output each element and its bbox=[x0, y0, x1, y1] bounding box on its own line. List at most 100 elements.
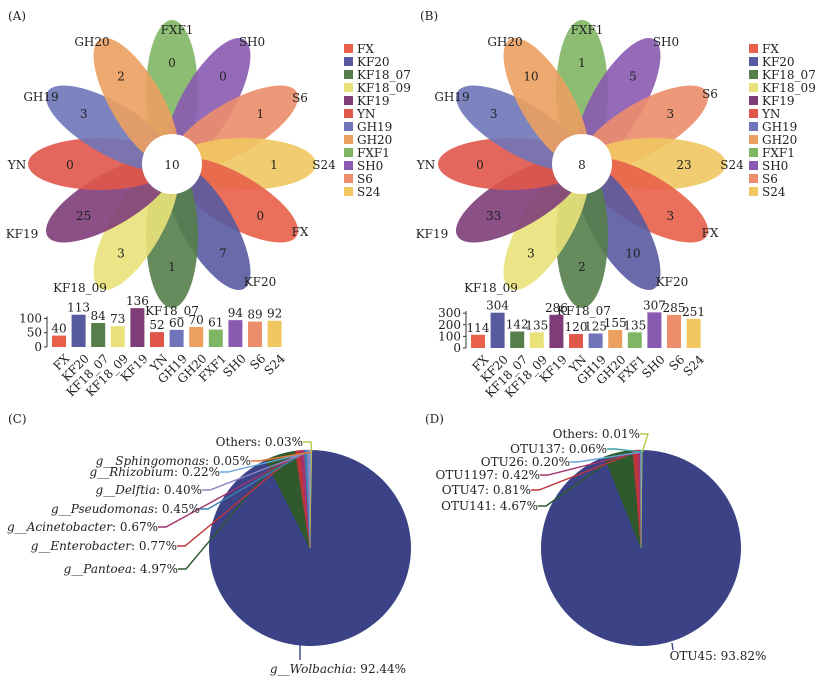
bar-chart-A: 05010040FX113KF2084KF18_0773KF18_09136KF… bbox=[19, 294, 288, 399]
bar-value-GH19: 60 bbox=[169, 316, 184, 330]
slice-name: OTU26 bbox=[481, 455, 524, 469]
bar-value-FXF1: 61 bbox=[208, 316, 223, 330]
petal-count-KF19: 33 bbox=[486, 209, 501, 223]
legend-swatch-KF19 bbox=[344, 96, 353, 105]
slice-pct: : 0.67% bbox=[112, 520, 158, 534]
legend-label-GH20: GH20 bbox=[357, 133, 392, 147]
bar-S6 bbox=[248, 321, 262, 347]
bar-GH19 bbox=[588, 333, 603, 348]
flower-venn-(A): 10 0 FXF1 0 SH0 1 S6 1 S24 0 FX 7 KF20 1 KF18_07 3 KF18_… bbox=[6, 9, 411, 318]
y-tick-label: 50 bbox=[27, 326, 42, 340]
leader-line-g__Enterobacter bbox=[177, 452, 299, 547]
petal-count-FXF1: 1 bbox=[578, 56, 586, 70]
center-circle bbox=[552, 134, 612, 194]
leader-line-OTU26 bbox=[570, 451, 642, 463]
petal-name-KF20: KF20 bbox=[656, 275, 689, 289]
legend-label-FXF1: FXF1 bbox=[762, 146, 795, 160]
bar-value-S24: 92 bbox=[267, 307, 282, 321]
slice-label-g__Enterobacter: g__Enterobacter: 0.77% bbox=[31, 539, 177, 553]
slice-label-g__Delftia: g__Delftia: 0.40% bbox=[96, 483, 202, 497]
petal-name-SH0: SH0 bbox=[653, 35, 679, 49]
legend-label-YN: YN bbox=[356, 107, 375, 121]
slice-name: Others bbox=[553, 427, 594, 441]
bar-FX bbox=[52, 335, 66, 347]
slice-label-g__Pantoea: g__Pantoea: 4.97% bbox=[64, 562, 178, 576]
bar-S24 bbox=[267, 320, 282, 347]
bar-category-SH0: SH0 bbox=[220, 351, 249, 380]
flower-venn-(B): 8 1 FXF1 5 SH0 3 S6 23 S24 3 FX 10 KF20 2 KF18_07 3 KF18… bbox=[416, 9, 816, 318]
bar-category-S24: S24 bbox=[261, 351, 288, 378]
slice-label-OTU26: OTU26: 0.20% bbox=[481, 455, 570, 469]
slice-name: g__Enterobacter bbox=[31, 539, 133, 553]
legend-label-KF19: KF19 bbox=[762, 94, 795, 108]
petal-count-FX: 0 bbox=[257, 209, 265, 223]
leader-line-g__Rhizobium bbox=[220, 451, 311, 473]
petal-count-S6: 1 bbox=[257, 107, 265, 121]
bar-value-S24: 251 bbox=[682, 305, 705, 319]
petal-count-YN: 0 bbox=[476, 158, 484, 172]
legend-label-KF18_07: KF18_07 bbox=[357, 68, 411, 82]
leader-line-OTU141 bbox=[538, 453, 620, 507]
slice-name: g__Pantoea bbox=[64, 562, 132, 576]
petal-name-YN: YN bbox=[7, 158, 26, 172]
petal-count-S24: 23 bbox=[676, 158, 691, 172]
bar-value-GH20: 70 bbox=[189, 313, 204, 327]
bar-FXF1 bbox=[208, 329, 223, 347]
bar-category-S24: S24 bbox=[680, 352, 707, 379]
bar-value-KF18_07: 84 bbox=[91, 309, 107, 323]
slice-pct: : 0.20% bbox=[524, 455, 570, 469]
legend-label-KF18_09: KF18_09 bbox=[357, 81, 411, 95]
petal-name-GH20: GH20 bbox=[74, 35, 109, 49]
bar-YN bbox=[150, 332, 164, 347]
legend-label-FX: FX bbox=[357, 42, 374, 56]
slice-pct: : 0.05% bbox=[205, 454, 251, 468]
slice-name: OTU1197 bbox=[436, 468, 495, 482]
legend-label-YN: YN bbox=[761, 107, 780, 121]
bar-category-SH0: SH0 bbox=[639, 352, 668, 381]
bar-value-KF19: 136 bbox=[126, 294, 149, 308]
legend-swatch-KF20 bbox=[344, 57, 353, 66]
bar-value-KF18_09: 73 bbox=[110, 312, 125, 326]
leader-line-Others bbox=[303, 441, 313, 453]
petal-name-KF18_07: KF18_07 bbox=[145, 304, 199, 318]
bar-FXF1 bbox=[627, 332, 642, 348]
petal-count-GH20: 2 bbox=[117, 70, 125, 84]
bar-SH0 bbox=[228, 320, 243, 347]
petal-name-KF18_09: KF18_09 bbox=[53, 281, 107, 295]
legend-swatch-YN bbox=[344, 109, 353, 118]
slice-pct: : 0.40% bbox=[156, 483, 202, 497]
bar-GH20 bbox=[189, 327, 204, 347]
bar-KF18_07 bbox=[510, 331, 525, 348]
bar-KF20 bbox=[490, 312, 505, 348]
petal-name-KF19: KF19 bbox=[6, 227, 39, 241]
bar-KF19 bbox=[549, 314, 564, 348]
petal-count-KF19: 25 bbox=[76, 209, 91, 223]
petal-count-SH0: 0 bbox=[219, 70, 227, 84]
petal-name-S6: S6 bbox=[292, 91, 308, 105]
legend: FXKF20KF18_07KF18_09KF19YNGH19GH20FXF1SH… bbox=[749, 42, 816, 199]
slice-pct: : 93.82% bbox=[713, 649, 767, 663]
bar-value-FXF1: 135 bbox=[623, 318, 646, 332]
slice-label-OTU1197: OTU1197: 0.42% bbox=[436, 468, 540, 482]
legend-swatch-GH19 bbox=[344, 122, 353, 131]
bar-KF18_07 bbox=[91, 323, 106, 347]
legend-label-S24: S24 bbox=[762, 185, 786, 199]
legend-swatch-FX bbox=[749, 44, 758, 53]
slice-pct: : 0.45% bbox=[154, 502, 200, 516]
legend-swatch-S24 bbox=[749, 187, 758, 196]
petal-count-KF18_09: 3 bbox=[117, 246, 125, 260]
y-tick-label: 200 bbox=[438, 318, 461, 332]
petal-name-S24: S24 bbox=[720, 158, 744, 172]
slice-name: OTU141 bbox=[441, 499, 492, 513]
slice-label-OTU45: OTU45: 93.82% bbox=[670, 649, 767, 663]
legend-swatch-S6 bbox=[749, 174, 758, 183]
legend-swatch-S24 bbox=[344, 187, 353, 196]
petal-count-KF18_07: 2 bbox=[578, 260, 586, 274]
petal-name-KF18_07: KF18_07 bbox=[557, 304, 611, 318]
y-tick-label: 100 bbox=[438, 329, 461, 343]
legend-label-GH19: GH19 bbox=[762, 120, 797, 134]
bar-KF18_09 bbox=[110, 326, 125, 347]
slice-name: g__Pseudomonas bbox=[51, 502, 154, 516]
leader-line-OTU1197 bbox=[540, 451, 640, 476]
